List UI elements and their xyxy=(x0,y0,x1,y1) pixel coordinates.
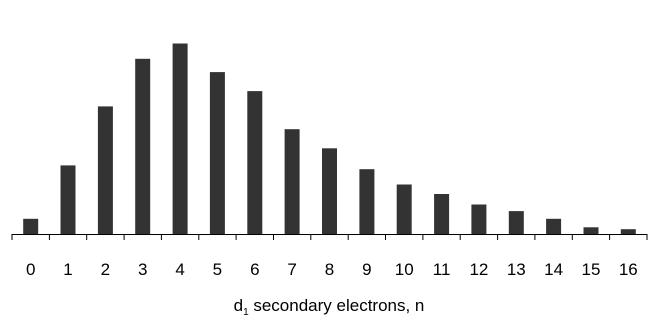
x-tick-label-6: 6 xyxy=(250,260,259,279)
x-tick-label-7: 7 xyxy=(287,260,296,279)
bar-11 xyxy=(434,194,450,234)
bar-8 xyxy=(322,148,337,234)
bar-14 xyxy=(546,218,562,234)
x-tick-label-8: 8 xyxy=(325,260,334,279)
bar-5 xyxy=(209,72,225,234)
bar-15 xyxy=(583,227,599,234)
x-tick-label-1: 1 xyxy=(63,260,72,279)
bar-12 xyxy=(471,204,487,234)
x-axis-title-subscript: 1 xyxy=(243,307,249,318)
x-tick-label-2: 2 xyxy=(101,260,110,279)
x-axis-title: d1 secondary electrons, n xyxy=(234,296,425,318)
bar-7 xyxy=(284,129,300,234)
x-axis-title-rest: secondary electrons, n xyxy=(249,296,425,315)
bar-1 xyxy=(60,165,76,234)
bars-group xyxy=(23,43,636,234)
x-tick-label-0: 0 xyxy=(26,260,35,279)
x-tick-label-13: 13 xyxy=(507,260,526,279)
x-axis-title-main: d xyxy=(234,296,243,315)
x-tick-label-12: 12 xyxy=(469,260,488,279)
x-tick-label-16: 16 xyxy=(619,260,638,279)
x-tick-label-9: 9 xyxy=(362,260,371,279)
x-tick-label-10: 10 xyxy=(395,260,414,279)
bar-4 xyxy=(172,43,188,234)
bar-6 xyxy=(247,91,263,234)
x-tick-label-14: 14 xyxy=(544,260,563,279)
x-tick-labels: 0 1 2 3 4 5 6 7 8 9 10 11 12 13 14 15 16 xyxy=(26,260,638,279)
x-tick-label-15: 15 xyxy=(582,260,601,279)
bar-16 xyxy=(620,229,636,234)
bar-10 xyxy=(396,184,412,234)
bar-13 xyxy=(508,211,524,234)
x-axis xyxy=(11,234,648,240)
x-tick-label-11: 11 xyxy=(433,260,451,279)
bar-0 xyxy=(23,218,39,234)
x-tick-label-4: 4 xyxy=(175,260,184,279)
x-tick-label-5: 5 xyxy=(213,260,222,279)
x-tick-label-3: 3 xyxy=(138,260,147,279)
bar-2 xyxy=(97,106,113,234)
bar-9 xyxy=(359,169,375,234)
bar-3 xyxy=(135,58,151,234)
